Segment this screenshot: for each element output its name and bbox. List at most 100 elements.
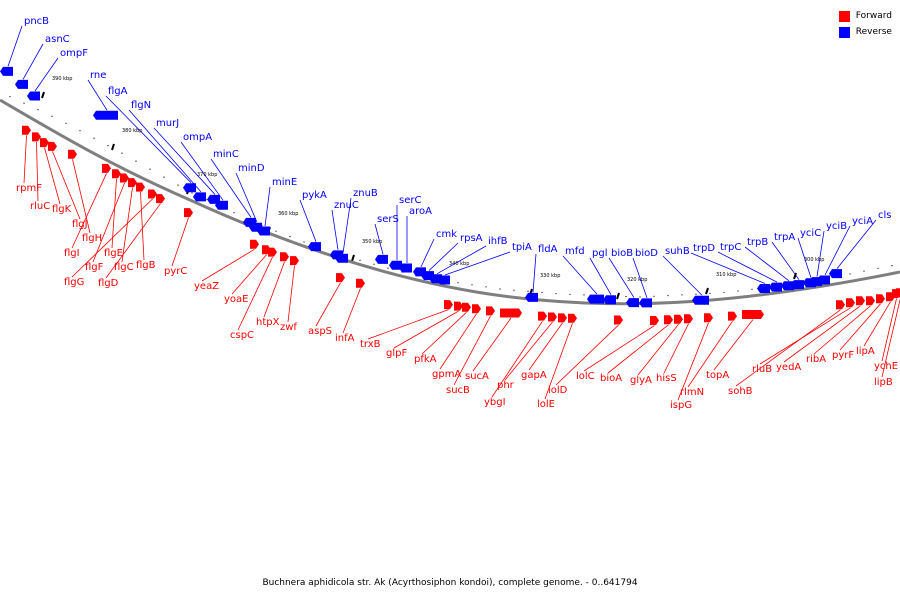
track-dot <box>863 270 865 272</box>
gene-leader <box>299 199 317 242</box>
gene-leader <box>52 151 81 220</box>
gene-label-trpB: trpB <box>747 237 768 248</box>
forward-gene-arrow <box>280 252 289 262</box>
gene-leader <box>71 173 107 249</box>
gene-leader <box>231 254 267 295</box>
track-dot <box>65 122 67 124</box>
gene-leader <box>797 237 812 278</box>
forward-gene-arrow <box>156 194 165 204</box>
scale-tick <box>111 143 115 151</box>
track-dot <box>891 265 893 267</box>
gene-leader <box>589 257 612 295</box>
track-dot <box>569 293 571 295</box>
gene-leader <box>201 248 255 282</box>
gene-leader <box>444 251 511 276</box>
gene-leader <box>287 265 295 323</box>
gene-label-flgF: flgF <box>85 262 104 273</box>
track-dot <box>23 102 25 104</box>
gene-label-flgK: flgK <box>52 204 72 215</box>
gene-leader <box>863 301 891 347</box>
gene-leader <box>111 178 117 249</box>
track-dot <box>527 290 529 292</box>
gene-label-trpC: trpC <box>720 242 741 253</box>
gene-leader <box>342 197 352 254</box>
track-dot <box>233 212 235 214</box>
track-dot <box>135 160 137 162</box>
scale-label: 320 kbp <box>627 277 647 283</box>
reverse-gene-arrow <box>769 282 782 292</box>
track-dot <box>583 294 585 296</box>
gene-label-murJ: murJ <box>156 118 179 129</box>
gene-leader <box>393 310 459 349</box>
gene-label-lipA: lipA <box>856 346 875 357</box>
forward-gene-arrow <box>538 311 547 321</box>
gene-leader <box>687 320 733 388</box>
gene-label-minD: minD <box>238 163 265 174</box>
forward-gene-arrow <box>336 273 345 283</box>
track-dot <box>877 267 879 269</box>
gene-label-pgl: pgl <box>592 248 607 259</box>
scale-label: 380 kbp <box>122 128 142 134</box>
gene-leader <box>824 225 851 276</box>
gene-label-ybgI: ybgI <box>484 397 506 408</box>
track-dot <box>93 137 95 139</box>
forward-gene-arrow <box>128 178 137 188</box>
gene-label-lolD: lolD <box>548 385 568 396</box>
reverse-gene-arrow <box>603 295 616 305</box>
track-dot <box>163 176 165 178</box>
reverse-gene-arrow <box>817 275 830 285</box>
reverse-gene-arrow <box>375 254 388 264</box>
gene-leader <box>44 147 61 205</box>
gene-label-glpF: glpF <box>386 348 407 359</box>
forward-gene-arrow <box>184 208 193 218</box>
track-dot <box>499 288 501 290</box>
gene-leader <box>439 313 477 370</box>
reverse-gene-arrow <box>399 263 412 273</box>
gene-leader <box>690 252 766 284</box>
gene-label-suhB: suhB <box>665 246 690 257</box>
reverse-gene-arrow <box>791 280 804 290</box>
track-dot <box>723 291 725 294</box>
gene-leader <box>583 325 655 372</box>
forward-gene-arrow <box>444 300 453 310</box>
leader-lines <box>7 25 900 401</box>
scale-tick <box>705 287 709 295</box>
forward-gene-arrow <box>558 313 567 323</box>
gene-leader <box>420 238 435 268</box>
gene-leader <box>836 219 877 269</box>
gene-leader <box>662 255 703 296</box>
forward-gene-arrow <box>728 311 737 321</box>
gene-label-serC: serC <box>399 195 421 206</box>
gene-label-yciA: yciA <box>852 216 873 227</box>
track-dot <box>485 286 487 288</box>
gene-label-flgB: flgB <box>136 260 156 271</box>
gene-label-yeaZ: yeaZ <box>194 281 219 292</box>
gene-leader <box>428 242 459 271</box>
track-dot <box>709 292 711 295</box>
track-dot <box>359 259 361 261</box>
gene-leader <box>491 320 543 398</box>
gene-leader <box>128 109 202 193</box>
gene-label-ompF: ompF <box>60 48 88 59</box>
gene-label-minC: minC <box>213 149 239 160</box>
gene-label-yoaE: yoaE <box>224 294 248 305</box>
gene-leader <box>72 159 91 234</box>
gene-leader <box>717 251 778 283</box>
reverse-gene-arrow <box>437 275 450 285</box>
gene-label-rne: rne <box>90 70 106 81</box>
forward-gene-arrow <box>68 149 77 159</box>
track-dot <box>149 168 151 170</box>
gene-label-aspS: aspS <box>308 326 332 337</box>
gene-label-rlmN: rlmN <box>680 387 704 398</box>
legend-label: Forward <box>855 11 892 21</box>
track-dot <box>555 293 557 295</box>
gene-label-znuC: znuC <box>334 200 359 211</box>
gene-leader <box>771 241 800 280</box>
gene-label-minE: minE <box>272 177 297 188</box>
scale-label: 340 kbp <box>449 261 469 267</box>
scale-tick <box>41 91 45 99</box>
reverse-gene-arrow <box>93 110 118 120</box>
gene-leader <box>34 57 59 92</box>
reverse-gene-arrow <box>183 183 196 193</box>
forward-gene-arrow <box>454 301 463 311</box>
